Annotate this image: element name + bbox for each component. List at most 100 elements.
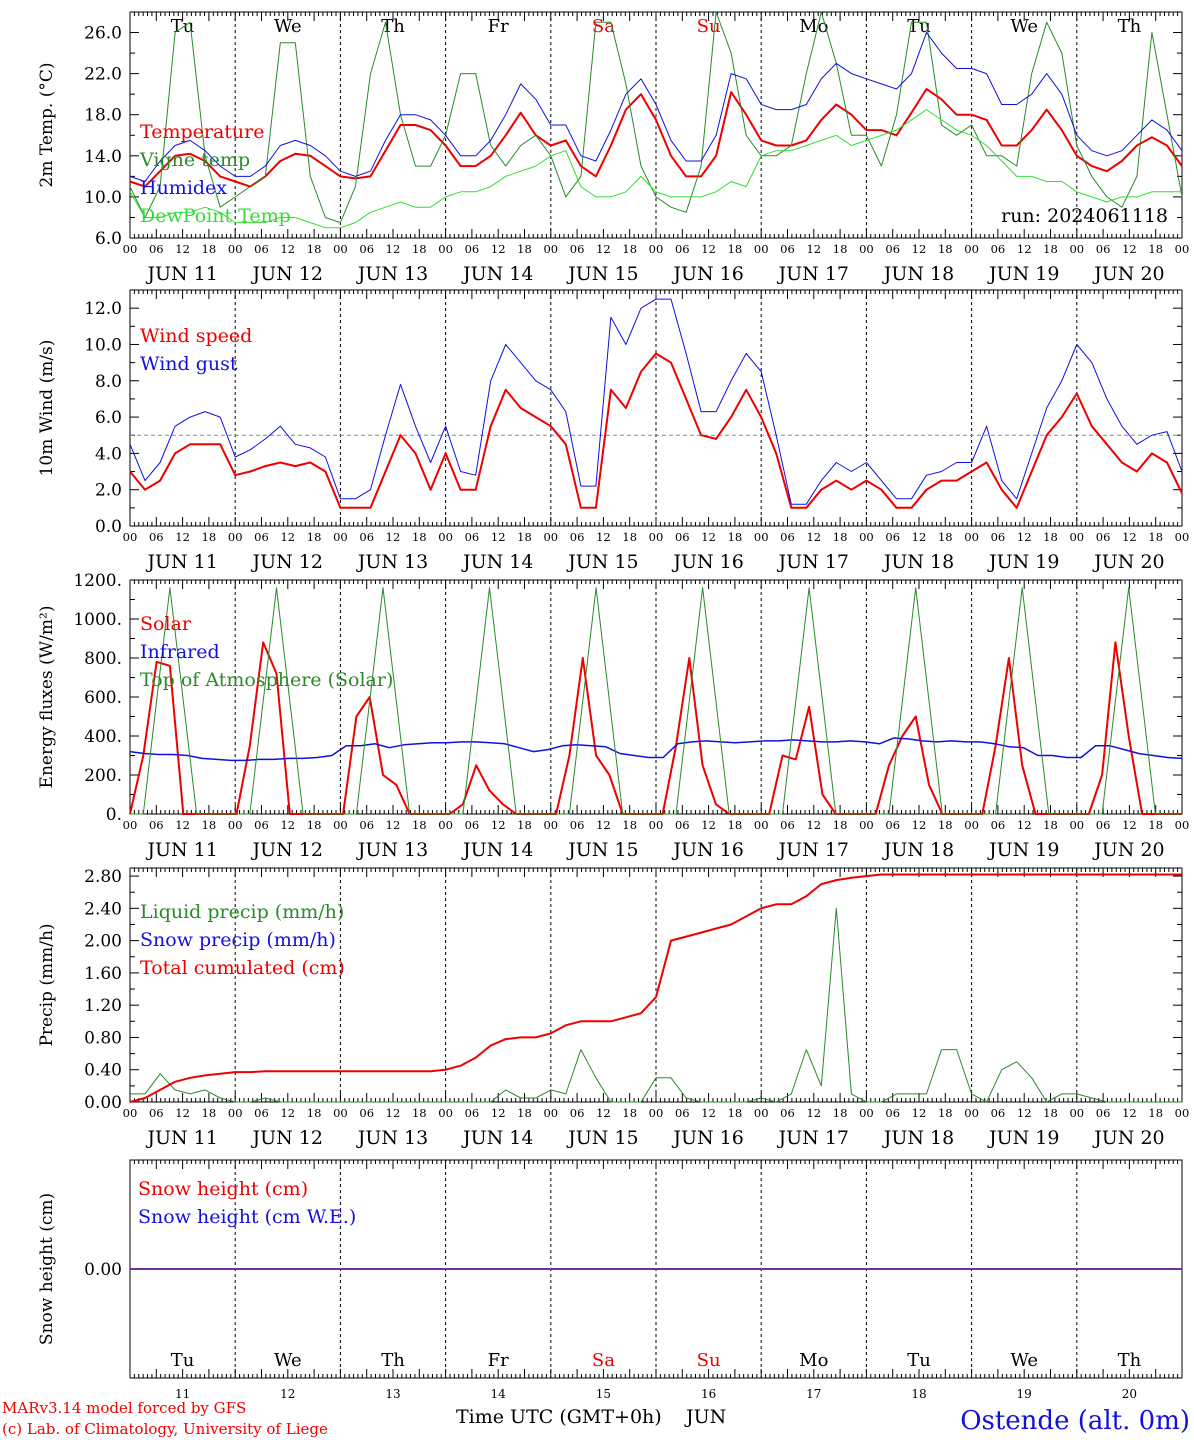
day-number-label: 12 xyxy=(280,1387,295,1401)
legend-entry: Wind speed xyxy=(140,325,252,347)
hour-tick-label: 18 xyxy=(412,818,427,832)
y-axis-label: 2m Temp. (°C) xyxy=(37,62,57,187)
hour-tick-label: 12 xyxy=(806,242,821,256)
hour-tick-label: 06 xyxy=(780,530,795,544)
y-tick-label: 26.0 xyxy=(84,24,122,44)
hour-tick-label: 00 xyxy=(543,818,558,832)
hour-tick-label: 18 xyxy=(728,530,743,544)
y-tick-label: 10.0 xyxy=(84,335,122,355)
hour-tick-label: 18 xyxy=(412,530,427,544)
legend-entry: Humidex xyxy=(140,177,227,199)
hour-tick-label: 00 xyxy=(1175,242,1190,256)
y-tick-label: 4.0 xyxy=(95,444,122,464)
y-tick-label: 8.0 xyxy=(95,372,122,392)
hour-tick-label: 12 xyxy=(280,818,295,832)
hour-tick-label: 00 xyxy=(649,242,664,256)
hour-tick-label: 00 xyxy=(754,242,769,256)
y-tick-label: 22.0 xyxy=(84,65,122,85)
date-tick-label: JUN 16 xyxy=(671,263,743,285)
hour-tick-label: 12 xyxy=(491,530,506,544)
day-name-label: Su xyxy=(697,1350,721,1371)
series-line-humidex xyxy=(129,32,1183,182)
hour-tick-label: 06 xyxy=(254,818,269,832)
hour-tick-label: 18 xyxy=(307,818,322,832)
hour-tick-label: 18 xyxy=(202,530,217,544)
hour-tick-label: 18 xyxy=(938,818,953,832)
hour-tick-label: 12 xyxy=(491,818,506,832)
hour-tick-label: 12 xyxy=(1122,1106,1137,1120)
date-tick-label: JUN 14 xyxy=(461,263,533,285)
date-tick-label: JUN 11 xyxy=(145,1127,217,1149)
y-tick-label: 12.0 xyxy=(84,299,122,319)
hour-tick-label: 18 xyxy=(938,242,953,256)
hour-tick-label: 00 xyxy=(438,242,453,256)
day-name-label: Th xyxy=(1118,16,1142,37)
hour-tick-label: 00 xyxy=(543,242,558,256)
day-number-label: 20 xyxy=(1122,1387,1137,1401)
y-tick-label: 200. xyxy=(84,766,122,786)
hour-tick-label: 00 xyxy=(1069,1106,1084,1120)
hour-tick-label: 12 xyxy=(912,530,927,544)
date-tick-label: JUN 19 xyxy=(987,1127,1059,1149)
legend-entry: Vigne temp xyxy=(139,149,250,171)
hour-tick-label: 06 xyxy=(570,1106,585,1120)
date-tick-label: JUN 17 xyxy=(777,839,849,861)
day-name-label: Su xyxy=(697,16,721,37)
hour-tick-label: 12 xyxy=(491,242,506,256)
hour-tick-label: 18 xyxy=(938,530,953,544)
y-tick-label: 2.00 xyxy=(84,932,122,952)
hour-tick-label: 06 xyxy=(570,818,585,832)
hour-tick-label: 18 xyxy=(1148,530,1163,544)
day-number-label: 14 xyxy=(491,1387,507,1401)
day-name-label: Sa xyxy=(592,1350,615,1371)
hour-tick-label: 00 xyxy=(438,530,453,544)
hour-tick-label: 06 xyxy=(780,818,795,832)
hour-tick-label: 06 xyxy=(359,1106,374,1120)
hour-tick-label: 06 xyxy=(359,530,374,544)
date-tick-label: JUN 11 xyxy=(145,551,217,573)
day-name-label: Mo xyxy=(799,16,828,37)
run-annotation: run: 2024061118 xyxy=(1001,205,1168,227)
hour-tick-label: 12 xyxy=(912,242,927,256)
hour-tick-label: 00 xyxy=(649,530,664,544)
hour-tick-label: 06 xyxy=(465,530,480,544)
hour-tick-label: 12 xyxy=(280,530,295,544)
hour-tick-label: 00 xyxy=(123,530,138,544)
hour-tick-label: 00 xyxy=(333,1106,348,1120)
hour-tick-label: 06 xyxy=(991,818,1006,832)
hour-tick-label: 06 xyxy=(1096,242,1111,256)
day-number-label: 11 xyxy=(175,1387,190,1401)
hour-tick-label: 12 xyxy=(1122,242,1137,256)
hour-tick-label: 18 xyxy=(1148,242,1163,256)
hour-tick-label: 06 xyxy=(885,818,900,832)
hour-tick-label: 12 xyxy=(175,1106,190,1120)
date-tick-label: JUN 12 xyxy=(251,839,323,861)
hour-tick-label: 06 xyxy=(254,530,269,544)
hour-tick-label: 12 xyxy=(175,242,190,256)
hour-tick-label: 18 xyxy=(728,242,743,256)
legend-entry: Liquid precip (mm/h) xyxy=(140,901,344,923)
legend-entry: Snow height (cm W.E.) xyxy=(138,1206,356,1228)
hour-tick-label: 12 xyxy=(596,530,611,544)
series-line-total-cumulated-cm- xyxy=(129,873,1182,1103)
date-tick-label: JUN 20 xyxy=(1092,263,1164,285)
y-tick-label: 2.0 xyxy=(95,481,122,501)
date-tick-label: JUN 19 xyxy=(987,551,1059,573)
y-tick-label: 10.0 xyxy=(84,188,122,208)
hour-tick-label: 18 xyxy=(307,1106,322,1120)
hour-tick-label: 06 xyxy=(991,242,1006,256)
hour-tick-label: 06 xyxy=(465,818,480,832)
y-tick-label: 400. xyxy=(84,727,122,747)
panel-5: Tu 11 We 12 Th 13 Fr 14 Sa 15 Su 16 Mo 17 Tu 18 We 19 Th 20… xyxy=(37,1159,1183,1401)
day-name-label: Tu xyxy=(907,1350,931,1371)
y-tick-label: 14.0 xyxy=(84,147,122,167)
date-tick-label: JUN 13 xyxy=(356,551,428,573)
day-name-label: We xyxy=(1010,1350,1038,1371)
hour-tick-label: 00 xyxy=(228,818,243,832)
hour-tick-label: 18 xyxy=(833,818,848,832)
legend-entry: DewPoint Temp xyxy=(140,205,291,227)
y-tick-label: 18.0 xyxy=(84,106,122,126)
y-axis-label: 10m Wind (m/s) xyxy=(37,340,57,477)
day-number-label: 19 xyxy=(1017,1387,1032,1401)
hour-tick-label: 06 xyxy=(675,1106,690,1120)
